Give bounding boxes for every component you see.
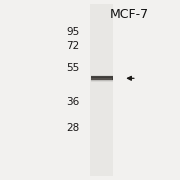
Bar (91, 76, 113, 80)
Bar (91, 77, 112, 80)
Text: 72: 72 (66, 41, 79, 51)
Text: 55: 55 (66, 62, 79, 73)
Text: 36: 36 (66, 97, 79, 107)
Text: MCF-7: MCF-7 (110, 8, 149, 21)
Bar (91, 75, 112, 82)
Bar (91, 78, 112, 80)
Text: 28: 28 (66, 123, 79, 133)
Bar (91, 76, 112, 81)
Bar (90, 4, 113, 176)
Text: 95: 95 (66, 26, 79, 37)
